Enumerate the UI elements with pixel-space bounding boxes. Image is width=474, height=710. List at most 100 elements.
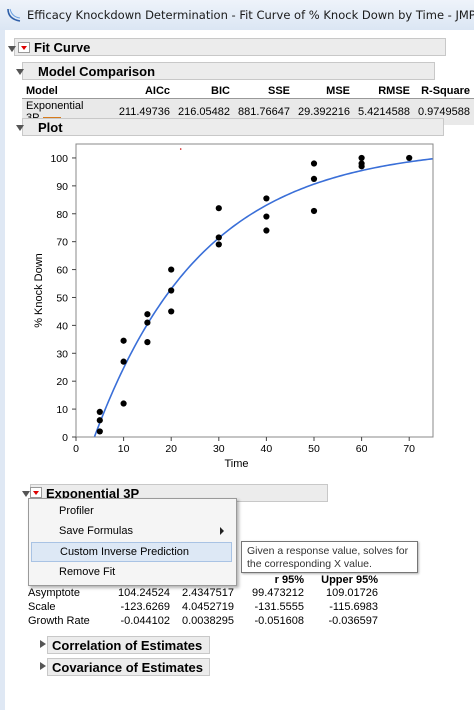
x-tick-label: 60 [356,443,368,455]
plot-disclosure-icon[interactable] [16,125,24,131]
column-header-rsquare[interactable]: R-Square [414,84,474,99]
fit-curve-header[interactable]: Fit Curve [14,38,446,56]
param-upper: -115.6983 [329,601,378,613]
y-tick-label: 0 [62,432,68,444]
window-frame-left [0,30,5,710]
exponential-red-triangle-icon[interactable] [30,487,42,498]
data-point [310,160,318,167]
column-header-bic[interactable]: BIC [174,84,234,99]
column-header-sse[interactable]: SSE [234,84,294,99]
data-point [215,205,222,212]
menu-item-profiler[interactable]: Profiler [31,501,232,521]
table-row[interactable]: Growth Rate -0.044102 0.0038295 -0.05160… [24,614,382,628]
y-tick-label: 60 [56,265,68,277]
plot-title: Plot [38,120,63,135]
parameter-estimates-table: r 95% Upper 95% Asymptote 104.24524 2.43… [24,574,382,628]
data-point [168,287,175,294]
param-name: Scale [28,601,56,613]
fit-curve-chart[interactable]: 0 10 20 30 40 50 60 70 80 90 100 0 10 20 30 40 50 60 70 Tim… [20,138,440,478]
window-title: Efficacy Knockdown Determination - Fit C… [27,8,474,22]
covariance-disclosure-icon[interactable] [40,662,46,670]
sse-cell: 881.76647 [238,106,290,118]
data-point [263,195,270,202]
y-tick-label: 20 [56,376,68,388]
exponential-context-menu: Profiler Save Formulas Custom Inverse Pr… [28,498,237,586]
model-comparison-header[interactable]: Model Comparison [22,62,435,80]
correlation-of-estimates-header[interactable]: Correlation of Estimates [47,636,210,654]
column-header-aicc[interactable]: AICc [88,84,174,99]
column-header-model[interactable]: Model [22,84,89,99]
param-name: Growth Rate [28,615,90,627]
menu-item-save-formulas[interactable]: Save Formulas [31,521,232,541]
table-row[interactable]: Scale -123.6269 4.0452719 -131.5555 -115… [24,600,382,614]
menu-item-save-formulas-label: Save Formulas [59,525,133,537]
data-point [215,234,222,241]
data-point [144,319,151,326]
y-tick-label: 90 [56,181,68,193]
plot-frame [75,143,434,438]
table-row[interactable]: Asymptote 104.24524 2.4347517 99.473212 … [24,586,382,600]
data-point [168,266,175,273]
x-tick-label: 40 [261,443,273,455]
data-point [168,308,175,315]
x-tick-label: 30 [213,443,225,455]
param-estimate: -0.044102 [120,615,170,627]
aicc-cell: 211.49736 [118,106,170,118]
x-tick-label: 0 [73,443,79,455]
data-point [358,160,365,167]
submenu-arrow-icon [220,527,224,535]
data-point [263,213,270,220]
y-tick-label: 50 [56,292,68,304]
data-point [215,241,222,248]
param-estimate: -123.6269 [120,601,170,613]
data-point [144,311,151,318]
column-header-upper-95[interactable]: Upper 95% [321,574,378,586]
mse-cell: 29.392216 [298,106,350,118]
x-tick-label: 10 [118,443,130,455]
model-comparison-disclosure-icon[interactable] [16,69,24,75]
column-header-mse[interactable]: MSE [294,84,354,99]
x-tick-label: 50 [308,443,320,455]
column-header-lower-95[interactable]: r 95% [274,574,304,586]
correlation-disclosure-icon[interactable] [40,640,46,648]
data-point [144,339,151,346]
rsquare-cell: 0.9749588 [418,106,470,118]
param-stderr: 4.0452719 [182,601,234,613]
x-axis-label: Time [224,458,248,470]
covariance-of-estimates-header[interactable]: Covariance of Estimates [47,658,210,676]
menu-item-custom-inverse-prediction-label: Custom Inverse Prediction [60,546,189,558]
y-tick-label: 80 [56,209,68,221]
x-tick-label: 20 [165,443,177,455]
covariance-title: Covariance of Estimates [52,660,204,675]
y-tick-label: 40 [56,320,68,332]
data-point [406,154,413,162]
exponential-disclosure-icon[interactable] [22,491,30,497]
bic-cell: 216.05482 [178,106,230,118]
param-stderr: 0.0038295 [182,615,234,627]
menu-item-custom-inverse-prediction[interactable]: Custom Inverse Prediction [31,542,232,562]
model-comparison-title: Model Comparison [38,64,156,79]
x-tick-label: 70 [403,443,415,455]
param-lower: 99.473212 [252,587,304,599]
data-point [120,400,127,407]
model-comparison-table: Model AICc BIC SSE MSE RMSE R-Square Exp… [22,84,474,125]
fit-curve-disclosure-icon-front[interactable] [8,46,16,52]
exponential-3p-title: Exponential 3P [46,486,140,501]
y-tick-label: 10 [56,404,68,416]
column-header-rmse[interactable]: RMSE [354,84,414,99]
param-upper: 109.01726 [326,587,378,599]
menu-item-remove-fit-label: Remove Fit [59,566,116,578]
plot-header[interactable]: Plot [22,118,444,136]
data-point [96,417,103,424]
data-point [310,207,318,215]
param-lower: -0.051608 [254,615,304,627]
y-tick-label: 100 [50,153,68,165]
data-point [96,408,103,415]
menu-item-remove-fit[interactable]: Remove Fit [31,562,232,582]
data-point [358,154,365,162]
data-point [96,428,103,435]
fit-curve-red-triangle-front-icon[interactable] [18,42,30,53]
correlation-title: Correlation of Estimates [52,638,203,653]
rmse-cell: 5.4214588 [358,106,410,118]
y-axis-label: % Knock Down [33,253,45,328]
